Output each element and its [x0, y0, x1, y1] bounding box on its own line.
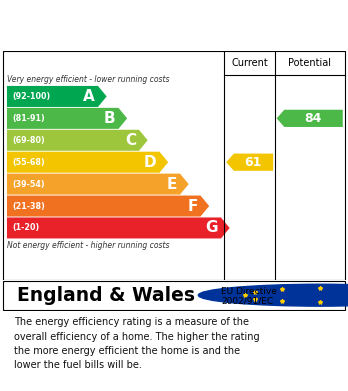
- Text: 84: 84: [304, 112, 322, 125]
- Text: E: E: [167, 177, 177, 192]
- Text: Not energy efficient - higher running costs: Not energy efficient - higher running co…: [7, 240, 169, 249]
- Polygon shape: [7, 130, 148, 151]
- Polygon shape: [226, 154, 273, 171]
- Text: 2002/91/EC: 2002/91/EC: [221, 296, 273, 305]
- Polygon shape: [7, 174, 189, 195]
- Text: The energy efficiency rating is a measure of the
overall efficiency of a home. T: The energy efficiency rating is a measur…: [14, 317, 260, 370]
- Text: Energy Efficiency Rating: Energy Efficiency Rating: [60, 16, 288, 35]
- Polygon shape: [277, 110, 343, 127]
- Text: (81-91): (81-91): [12, 114, 45, 123]
- Polygon shape: [7, 86, 106, 107]
- Text: England & Wales: England & Wales: [17, 286, 195, 305]
- Text: (55-68): (55-68): [12, 158, 45, 167]
- Polygon shape: [7, 152, 168, 173]
- Polygon shape: [7, 217, 230, 239]
- Polygon shape: [7, 108, 127, 129]
- Text: C: C: [125, 133, 136, 148]
- Text: 61: 61: [245, 156, 262, 169]
- Text: (39-54): (39-54): [12, 179, 45, 188]
- Text: B: B: [104, 111, 116, 126]
- Text: (92-100): (92-100): [12, 92, 50, 101]
- Text: D: D: [144, 155, 157, 170]
- Text: A: A: [84, 89, 95, 104]
- Polygon shape: [7, 196, 209, 217]
- Text: Very energy efficient - lower running costs: Very energy efficient - lower running co…: [7, 75, 169, 84]
- Text: (69-80): (69-80): [12, 136, 45, 145]
- Text: EU Directive: EU Directive: [221, 287, 277, 296]
- Text: (21-38): (21-38): [12, 201, 45, 210]
- Text: G: G: [206, 221, 218, 235]
- Text: F: F: [187, 199, 198, 213]
- Text: (1-20): (1-20): [12, 224, 39, 233]
- Text: Potential: Potential: [288, 58, 331, 68]
- Circle shape: [198, 284, 348, 306]
- Text: Current: Current: [231, 58, 268, 68]
